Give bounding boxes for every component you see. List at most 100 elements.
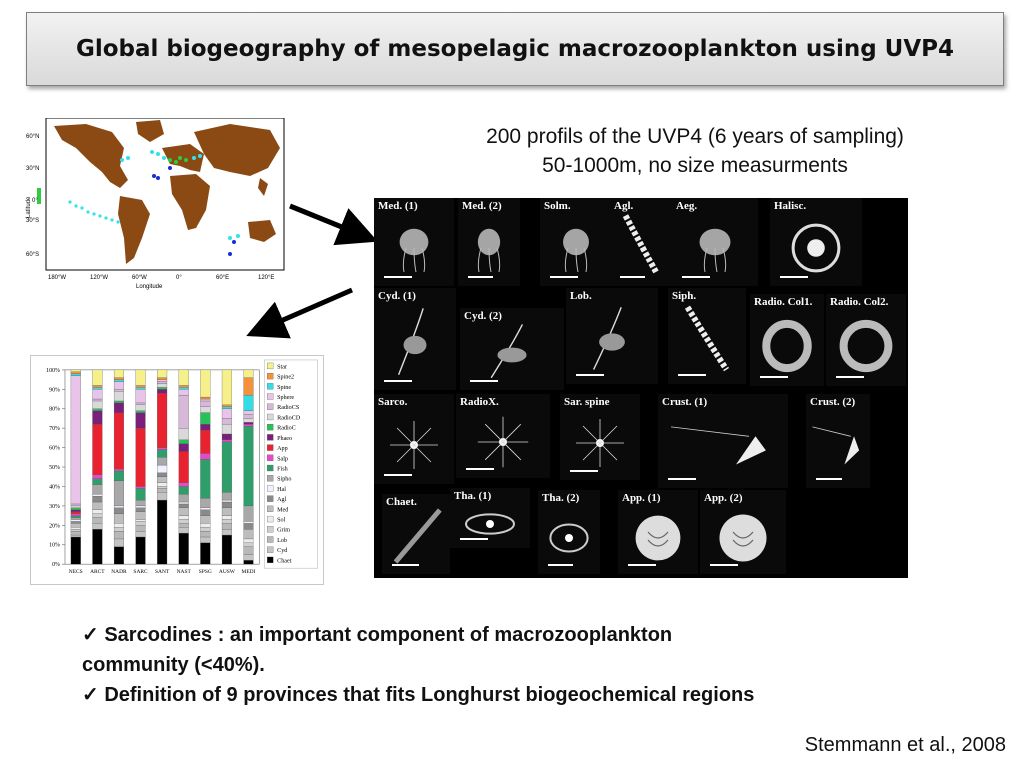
bar-segment-radiocd xyxy=(70,505,81,508)
sarcodine-icon xyxy=(390,421,438,469)
bar-segment-app xyxy=(113,412,124,470)
bar-segment-hal xyxy=(135,505,146,508)
bar-segment-sol xyxy=(243,538,254,543)
bar-segment-fish xyxy=(221,441,232,493)
bar-segment-agl xyxy=(135,507,146,512)
bar-segment-sipho xyxy=(221,492,232,501)
bar-segment-radioc xyxy=(70,507,81,510)
taxon-label: Siph. xyxy=(672,290,697,302)
bar-segment-med xyxy=(70,523,81,528)
bar-segment-spine2 xyxy=(243,377,254,396)
scale-bar xyxy=(384,380,412,382)
legend-swatch xyxy=(267,434,274,441)
bar-segment-sipho xyxy=(70,517,81,520)
bar-segment-cyd xyxy=(178,527,189,534)
sampling-stations xyxy=(37,150,240,256)
bar-segment-phaeo xyxy=(178,443,189,452)
bar-segment-med xyxy=(157,476,168,483)
bar-segment-radioc xyxy=(92,408,103,411)
bar-segment-grim xyxy=(70,529,81,532)
lon-tick-4: 60°E xyxy=(216,275,229,281)
bar-segment-agl xyxy=(92,496,103,503)
lon-tick-3: 0° xyxy=(176,275,182,281)
bar-segment-fish xyxy=(178,486,189,495)
bar-segment-sipho xyxy=(157,457,168,466)
bar-segment-sipho xyxy=(200,497,211,508)
taxon-tile: Siph. xyxy=(668,288,746,384)
bar-segment-cyd xyxy=(92,523,103,530)
bar-segment-spine2 xyxy=(135,385,146,388)
legend-label: Spine xyxy=(277,385,291,391)
scale-bar xyxy=(628,564,656,566)
legend-swatch xyxy=(267,403,274,410)
intro-line-2: 50-1000m, no size measurments xyxy=(542,154,848,177)
bar-segment-sol xyxy=(135,519,146,522)
bar-segment-spine xyxy=(221,406,232,409)
bullet-2-text: Definition of 9 provinces that fits Long… xyxy=(104,684,755,706)
bar-segment-cyd xyxy=(221,529,232,536)
legend-label: Spine2 xyxy=(277,375,294,381)
scale-bar xyxy=(550,276,578,278)
legend-swatch xyxy=(267,485,274,492)
scale-bar xyxy=(576,374,604,376)
bar-segment-app xyxy=(92,424,103,475)
bar-segment-radiocd xyxy=(113,391,124,402)
bar-segment-salp xyxy=(200,453,211,460)
legend-swatch xyxy=(267,464,274,472)
siphonophore-icon xyxy=(622,214,660,275)
bar-segment-spine2 xyxy=(178,385,189,388)
bar-segment-radiocs xyxy=(113,389,124,392)
bar-segment-med xyxy=(135,511,146,520)
bar-segment-star xyxy=(243,369,254,378)
bar-segment-sphere xyxy=(178,389,189,396)
legend-swatch xyxy=(267,536,274,543)
taxon-label: Med. (1) xyxy=(378,200,418,212)
bar-segment-radiocd xyxy=(92,400,103,409)
bar-segment-app xyxy=(70,511,81,514)
bar-segment-chaet xyxy=(70,536,81,565)
bar-segment-agl xyxy=(178,503,189,508)
slide-title: Global biogeography of mesopelagic macro… xyxy=(75,36,955,62)
bar-segment-cyd xyxy=(200,536,211,543)
bar-segment-sol xyxy=(113,523,124,528)
bar-segment-fish xyxy=(113,470,124,481)
bar-segment-phaeo xyxy=(243,422,254,425)
scale-bar xyxy=(620,276,645,278)
legend-label: Sipho xyxy=(277,477,291,483)
taxon-tile: Radio. Col1. xyxy=(750,294,824,386)
bar-segment-hal xyxy=(178,501,189,505)
bullet-1-continuation: community (<40%). xyxy=(82,654,265,676)
bar-segment-app xyxy=(135,428,146,487)
bar-segment-cyd xyxy=(135,530,146,538)
bar-segment-spine2 xyxy=(92,385,103,388)
y-tick-label: 80% xyxy=(49,407,60,413)
bar-segment-grim xyxy=(243,542,254,547)
bar-segment-lob xyxy=(178,523,189,528)
scale-bar xyxy=(466,468,494,470)
legend-swatch xyxy=(267,546,274,553)
bar-segment-radiocs xyxy=(221,418,232,425)
legend-swatch xyxy=(267,393,274,400)
legend-swatch xyxy=(267,515,274,523)
taxon-tile: Tha. (2) xyxy=(538,490,600,574)
bar-segment-sphere xyxy=(221,408,232,419)
province-composition-chart: 0% 10% 20% 30% 40% 50% 60% 70% 80% 90% 100% NECS ARC… xyxy=(30,355,324,585)
bar-segment-radioc xyxy=(178,439,189,444)
legend-label: Lob xyxy=(277,538,287,544)
y-tick-label: 40% xyxy=(49,484,60,490)
bar-segment-lob xyxy=(113,530,124,540)
x-tick-label: SPSG xyxy=(199,569,212,575)
bar-segment-salp xyxy=(113,468,124,472)
bar-segment-chaet xyxy=(221,534,232,565)
bar-segment-star xyxy=(113,369,124,378)
taxon-label: RadioX. xyxy=(460,396,499,408)
bar-segment-radiocs xyxy=(135,402,146,406)
bar-segment-grim xyxy=(178,519,189,524)
taxon-label: Cyd. (2) xyxy=(464,310,502,322)
bar-segment-radiocd xyxy=(178,428,189,440)
bar-segment-chaet xyxy=(157,499,168,565)
bar-segment-chaet xyxy=(92,529,103,565)
legend-swatch xyxy=(267,373,274,380)
bar-segment-spine xyxy=(113,379,124,382)
bar-segment-sphere xyxy=(157,379,168,382)
